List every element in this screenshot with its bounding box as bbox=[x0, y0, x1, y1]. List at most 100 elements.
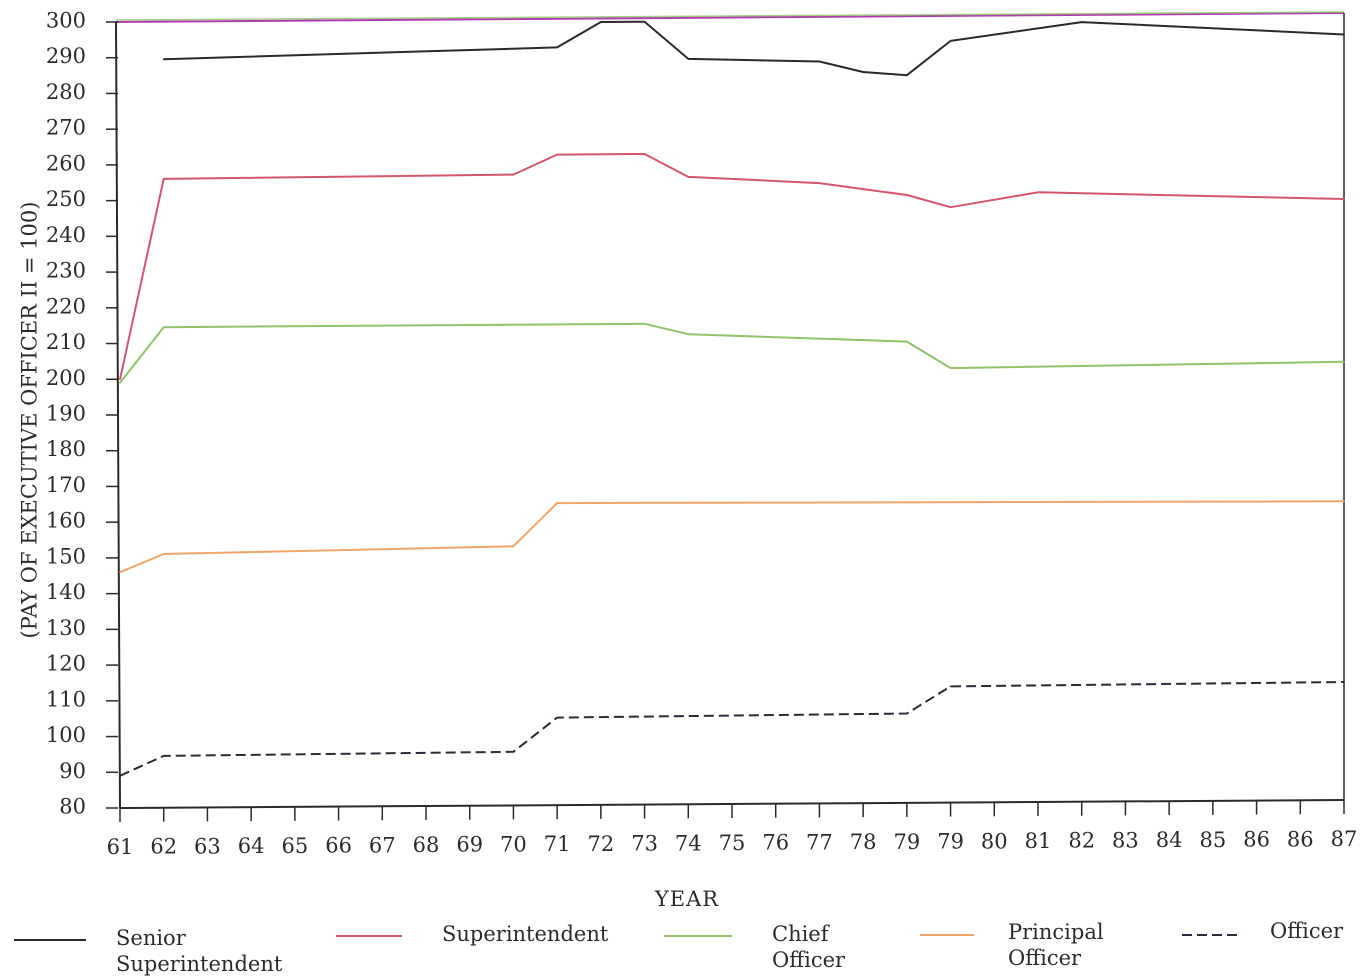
x-tick-label: 68 bbox=[413, 833, 440, 857]
x-tick-label: 86 bbox=[1287, 827, 1314, 851]
data-point bbox=[1037, 191, 1039, 194]
y-tick-label: 140 bbox=[46, 580, 86, 604]
legend-label: Officer bbox=[772, 948, 846, 972]
y-tick-label: 170 bbox=[46, 473, 86, 497]
legend-label: Superintendent bbox=[116, 952, 283, 976]
y-tick-label: 260 bbox=[46, 151, 86, 175]
data-point bbox=[949, 206, 952, 208]
x-tick-label: 71 bbox=[544, 832, 571, 856]
data-point bbox=[556, 153, 558, 156]
y-tick-label: 210 bbox=[46, 330, 86, 354]
x-tick-label: 85 bbox=[1199, 828, 1226, 852]
y-tick-label: 270 bbox=[46, 116, 86, 140]
data-point bbox=[1343, 360, 1345, 363]
data-point bbox=[949, 40, 952, 42]
x-tick-label: 73 bbox=[631, 832, 658, 856]
y-tick-label: 200 bbox=[46, 366, 86, 390]
x-tick-label: 67 bbox=[369, 833, 396, 857]
data-point bbox=[687, 333, 690, 335]
x-tick-label: 64 bbox=[238, 834, 265, 858]
y-tick-label: 180 bbox=[46, 437, 86, 461]
data-point bbox=[119, 378, 121, 381]
y-axis-ticks: 80 90 100 110 120 130 140 150 160 170 180 190 200 210… bbox=[46, 9, 118, 819]
x-tick-label: 61 bbox=[107, 835, 134, 859]
x-tick-label: 69 bbox=[456, 833, 483, 857]
x-tick-label: 82 bbox=[1068, 829, 1095, 853]
data-point bbox=[162, 553, 165, 555]
y-tick-label: 220 bbox=[46, 294, 86, 318]
data-point bbox=[556, 502, 558, 504]
data-point bbox=[162, 755, 165, 757]
y-tick-label: 300 bbox=[46, 9, 86, 33]
x-tick-label: 77 bbox=[806, 830, 833, 854]
data-point bbox=[643, 153, 646, 155]
data-point bbox=[556, 716, 558, 719]
series-line-officer bbox=[119, 681, 1345, 777]
data-point bbox=[512, 173, 515, 176]
data-point bbox=[906, 194, 908, 196]
series-layer bbox=[119, 20, 1345, 777]
data-point bbox=[906, 340, 908, 343]
x-tick-label: 70 bbox=[500, 832, 527, 856]
series-line-principal-officer bbox=[119, 500, 1345, 574]
series-line-senior-superintendent bbox=[163, 20, 1345, 77]
y-tick-label: 100 bbox=[46, 723, 86, 747]
data-point bbox=[949, 367, 952, 369]
data-point bbox=[1080, 21, 1083, 23]
legend-label: Officer bbox=[1008, 946, 1082, 970]
x-tick-label: 74 bbox=[675, 831, 702, 855]
y-axis-title: (PAY OF EXECUTIVE OFFICER II = 100) bbox=[18, 202, 42, 639]
x-tick-label: 79 bbox=[937, 830, 964, 854]
x-axis-title: YEAR bbox=[654, 887, 719, 911]
data-point bbox=[512, 751, 515, 753]
x-tick-label: 76 bbox=[762, 831, 789, 855]
data-point bbox=[818, 182, 821, 184]
data-point bbox=[906, 712, 908, 715]
data-point bbox=[687, 58, 690, 60]
data-point bbox=[906, 74, 908, 77]
data-point bbox=[1343, 681, 1345, 683]
data-point bbox=[162, 58, 165, 60]
y-tick-label: 190 bbox=[46, 402, 86, 426]
x-tick-label: 79 bbox=[893, 830, 920, 854]
x-tick-label: 78 bbox=[850, 830, 877, 854]
y-tick-label: 280 bbox=[46, 80, 86, 104]
data-point bbox=[119, 382, 121, 384]
data-point bbox=[643, 20, 646, 23]
data-point bbox=[119, 775, 121, 777]
x-tick-label: 65 bbox=[281, 834, 308, 858]
x-tick-label: 81 bbox=[1025, 829, 1052, 853]
data-point bbox=[119, 571, 121, 573]
x-tick-label: 63 bbox=[194, 834, 221, 858]
legend-label: Senior bbox=[116, 926, 187, 950]
y-tick-label: 250 bbox=[46, 187, 86, 211]
x-tick-label: 72 bbox=[587, 832, 614, 856]
x-tick-label: 75 bbox=[719, 831, 746, 855]
y-tick-label: 110 bbox=[46, 687, 86, 711]
data-point bbox=[162, 326, 165, 328]
x-axis-ticks: 61 62 63 64 65 66 67 68 69 70 71 72 73 74 75 76 77 78 79 79… bbox=[107, 800, 1357, 859]
data-point bbox=[512, 545, 515, 548]
x-tick-label: 86 bbox=[1243, 828, 1270, 852]
plot-frame bbox=[115, 11, 1345, 809]
data-point bbox=[949, 685, 952, 688]
data-point bbox=[556, 46, 558, 49]
data-point bbox=[687, 176, 690, 178]
y-tick-label: 130 bbox=[46, 616, 86, 640]
x-tick-label: 80 bbox=[981, 829, 1008, 853]
x-tick-label: 83 bbox=[1112, 828, 1139, 852]
x-tick-label: 62 bbox=[150, 835, 177, 859]
series-line-superintendent bbox=[119, 153, 1345, 380]
data-point bbox=[1343, 500, 1345, 503]
y-tick-label: 230 bbox=[46, 259, 86, 283]
x-tick-label: 66 bbox=[325, 834, 352, 858]
y-tick-label: 150 bbox=[46, 544, 86, 568]
y-tick-label: 240 bbox=[46, 223, 86, 247]
x-tick-label: 84 bbox=[1156, 828, 1183, 852]
y-tick-label: 90 bbox=[59, 759, 86, 783]
data-point bbox=[862, 71, 864, 73]
series-line-chief-officer bbox=[119, 322, 1345, 384]
y-tick-label: 160 bbox=[46, 509, 86, 533]
